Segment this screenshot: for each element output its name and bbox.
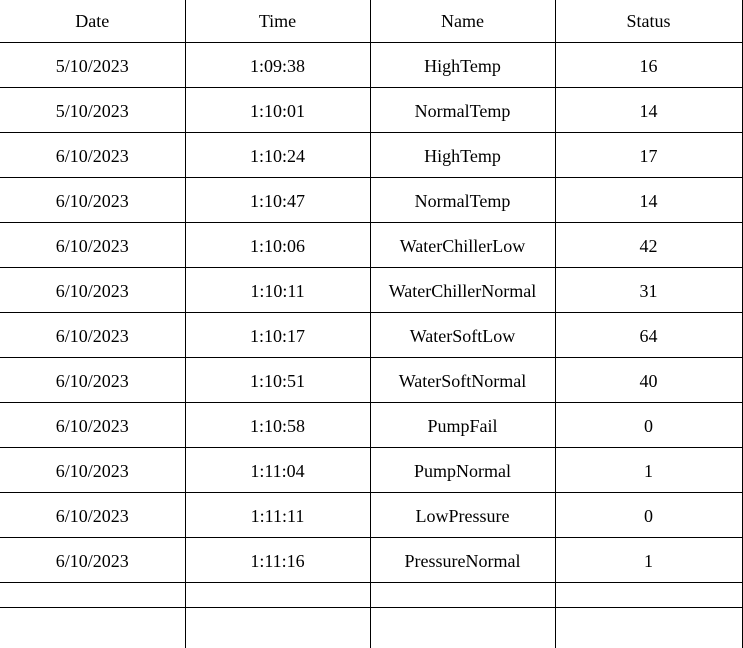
cell-date: 6/10/2023 (0, 403, 185, 448)
header-date: Date (0, 0, 185, 43)
table-row: 5/10/2023 1:10:01 NormalTemp 14 (0, 88, 742, 133)
cell-date: 6/10/2023 (0, 268, 185, 313)
cell-name: WaterChillerLow (370, 223, 555, 268)
header-row: Date Time Name Status (0, 0, 742, 43)
cell-date: 5/10/2023 (0, 88, 185, 133)
cell-name: LowPressure (370, 493, 555, 538)
cell-status: 0 (555, 403, 742, 448)
table-body: 5/10/2023 1:09:38 HighTemp 16 5/10/2023 … (0, 43, 742, 648)
cell-date: 5/10/2023 (0, 43, 185, 88)
cell-status: 40 (555, 358, 742, 403)
header-name: Name (370, 0, 555, 43)
cell-status: 0 (555, 493, 742, 538)
table-row: 6/10/2023 1:11:04 PumpNormal 1 (0, 448, 742, 493)
header-status: Status (555, 0, 742, 43)
cell-name: PressureNormal (370, 538, 555, 583)
cell-time: 1:10:58 (185, 403, 370, 448)
table-row: 6/10/2023 1:11:16 PressureNormal 1 (0, 538, 742, 583)
cell-date: 6/10/2023 (0, 178, 185, 223)
cell-name: WaterSoftNormal (370, 358, 555, 403)
cell-time: 1:10:51 (185, 358, 370, 403)
cell-status: 42 (555, 223, 742, 268)
empty-cell (0, 608, 185, 648)
table-row: 6/10/2023 1:10:17 WaterSoftLow 64 (0, 313, 742, 358)
table-header: Date Time Name Status (0, 0, 742, 43)
cell-date: 6/10/2023 (0, 133, 185, 178)
empty-table-row (0, 583, 742, 608)
cell-date: 6/10/2023 (0, 223, 185, 268)
cell-time: 1:11:16 (185, 538, 370, 583)
empty-cell (185, 583, 370, 608)
cell-date: 6/10/2023 (0, 448, 185, 493)
cell-time: 1:10:11 (185, 268, 370, 313)
cell-time: 1:10:24 (185, 133, 370, 178)
empty-cell (370, 583, 555, 608)
cell-time: 1:11:04 (185, 448, 370, 493)
cell-date: 6/10/2023 (0, 538, 185, 583)
empty-cell (185, 608, 370, 648)
table-row: 6/10/2023 1:11:11 LowPressure 0 (0, 493, 742, 538)
cell-name: PumpNormal (370, 448, 555, 493)
table-row: 6/10/2023 1:10:47 NormalTemp 14 (0, 178, 742, 223)
cell-date: 6/10/2023 (0, 313, 185, 358)
table-row: 6/10/2023 1:10:24 HighTemp 17 (0, 133, 742, 178)
empty-cell (370, 608, 555, 648)
table-row: 6/10/2023 1:10:11 WaterChillerNormal 31 (0, 268, 742, 313)
cell-name: WaterSoftLow (370, 313, 555, 358)
cell-status: 14 (555, 88, 742, 133)
cell-name: NormalTemp (370, 178, 555, 223)
cell-status: 31 (555, 268, 742, 313)
cell-name: HighTemp (370, 133, 555, 178)
table-row: 6/10/2023 1:10:58 PumpFail 0 (0, 403, 742, 448)
cell-name: WaterChillerNormal (370, 268, 555, 313)
table-row: 5/10/2023 1:09:38 HighTemp 16 (0, 43, 742, 88)
cell-time: 1:11:11 (185, 493, 370, 538)
cell-name: HighTemp (370, 43, 555, 88)
cell-date: 6/10/2023 (0, 358, 185, 403)
empty-cell (0, 583, 185, 608)
cell-status: 1 (555, 538, 742, 583)
empty-cell (555, 583, 742, 608)
cell-name: PumpFail (370, 403, 555, 448)
empty-cell (555, 608, 742, 648)
cell-status: 16 (555, 43, 742, 88)
header-time: Time (185, 0, 370, 43)
cell-time: 1:09:38 (185, 43, 370, 88)
cell-time: 1:10:01 (185, 88, 370, 133)
cell-date: 6/10/2023 (0, 493, 185, 538)
cell-status: 17 (555, 133, 742, 178)
cell-time: 1:10:47 (185, 178, 370, 223)
cell-status: 1 (555, 448, 742, 493)
table-row: 6/10/2023 1:10:06 WaterChillerLow 42 (0, 223, 742, 268)
cell-status: 14 (555, 178, 742, 223)
cell-name: NormalTemp (370, 88, 555, 133)
table-row: 6/10/2023 1:10:51 WaterSoftNormal 40 (0, 358, 742, 403)
cell-time: 1:10:06 (185, 223, 370, 268)
empty-table-row (0, 608, 742, 648)
cell-time: 1:10:17 (185, 313, 370, 358)
cell-status: 64 (555, 313, 742, 358)
